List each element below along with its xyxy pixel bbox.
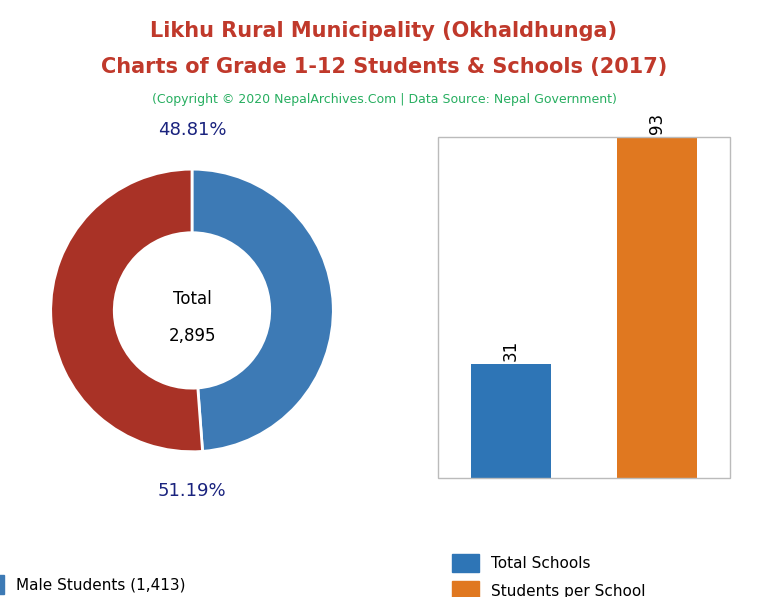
Text: 51.19%: 51.19% xyxy=(157,482,227,500)
Text: 48.81%: 48.81% xyxy=(157,121,227,139)
Text: (Copyright © 2020 NepalArchives.Com | Data Source: Nepal Government): (Copyright © 2020 NepalArchives.Com | Da… xyxy=(151,93,617,106)
Text: Charts of Grade 1-12 Students & Schools (2017): Charts of Grade 1-12 Students & Schools … xyxy=(101,57,667,77)
Text: 2,895: 2,895 xyxy=(168,327,216,345)
Text: Likhu Rural Municipality (Okhaldhunga): Likhu Rural Municipality (Okhaldhunga) xyxy=(151,21,617,41)
Legend: Total Schools, Students per School: Total Schools, Students per School xyxy=(445,547,652,597)
Bar xyxy=(617,137,697,478)
Text: 31: 31 xyxy=(502,339,520,361)
Text: 93: 93 xyxy=(647,112,666,134)
Bar xyxy=(438,137,730,478)
Bar xyxy=(471,364,551,478)
Legend: Male Students (1,413), Female Students (1,482): Male Students (1,413), Female Students (… xyxy=(0,569,210,597)
Wedge shape xyxy=(51,169,203,452)
Wedge shape xyxy=(192,169,333,451)
Text: Total: Total xyxy=(173,290,211,308)
